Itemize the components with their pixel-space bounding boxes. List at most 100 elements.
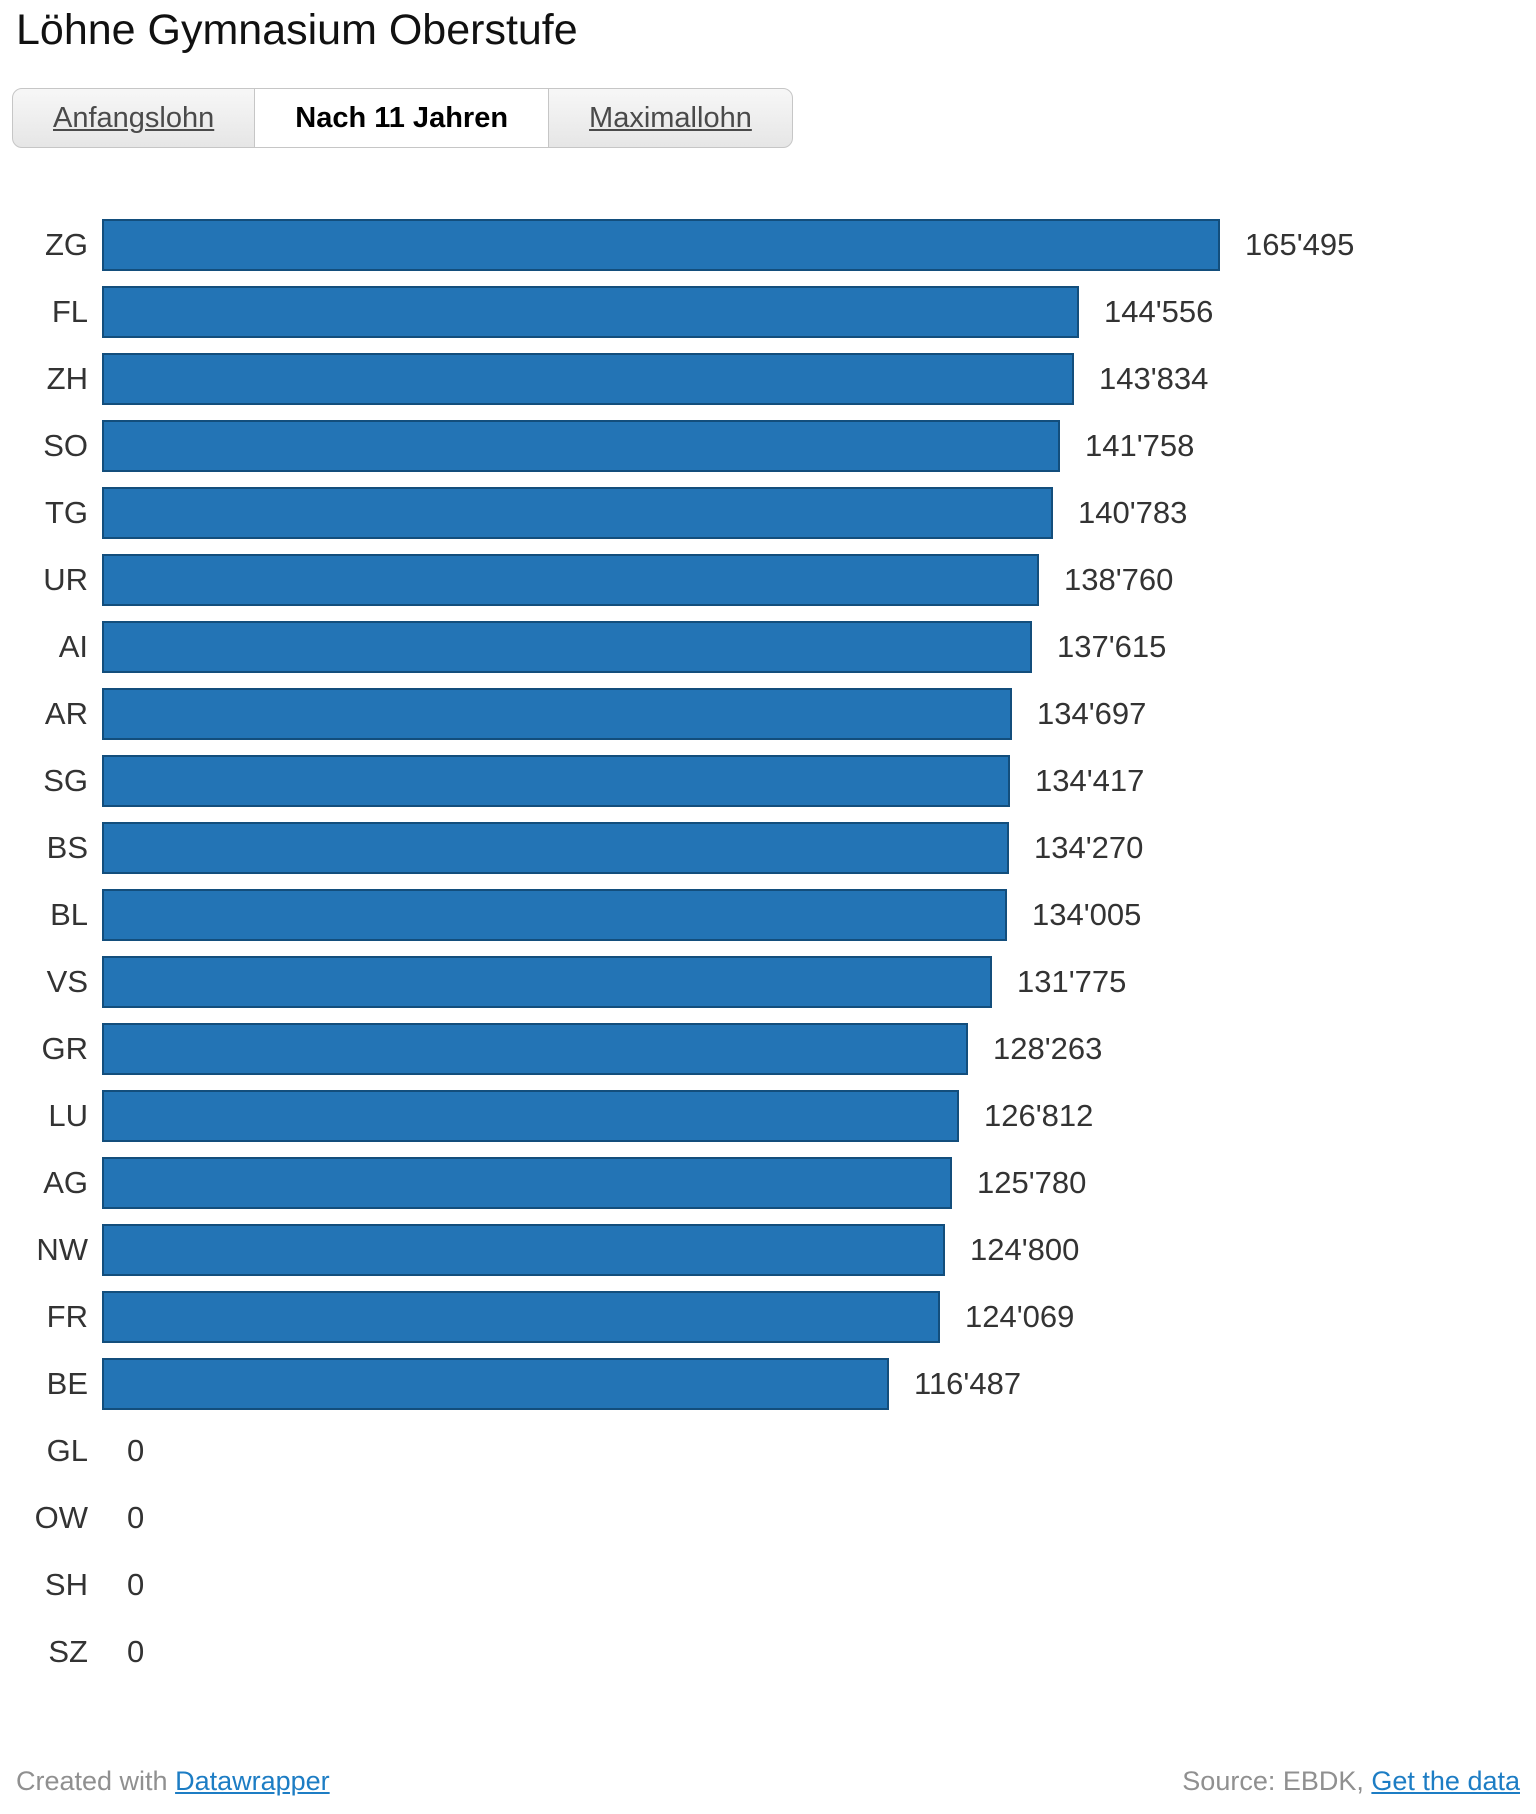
bar bbox=[102, 621, 1032, 674]
bar-row: LU 126'812 bbox=[16, 1090, 1520, 1143]
tab-group: Anfangslohn Nach 11 Jahren Maximallohn bbox=[12, 88, 793, 149]
bar-row: SO 141'758 bbox=[16, 420, 1520, 473]
category-label: NW bbox=[36, 1232, 88, 1268]
value-label: 131'775 bbox=[1017, 964, 1127, 1000]
bar-track: 131'775 bbox=[102, 956, 1520, 1009]
category-label: ZH bbox=[46, 361, 88, 397]
bar-track: 140'783 bbox=[102, 487, 1520, 540]
category-label: SG bbox=[43, 763, 88, 799]
bar-track: 128'263 bbox=[102, 1023, 1520, 1076]
bar-row: BL 134'005 bbox=[16, 889, 1520, 942]
bar bbox=[102, 554, 1039, 607]
category-label: AG bbox=[43, 1165, 88, 1201]
bar bbox=[102, 1358, 889, 1411]
bar-row: GL 0 bbox=[16, 1425, 1520, 1477]
bar-row: BE 116'487 bbox=[16, 1358, 1520, 1411]
category-label: UR bbox=[43, 562, 88, 598]
category-label: GL bbox=[46, 1433, 88, 1469]
bar-row: UR 138'760 bbox=[16, 554, 1520, 607]
bar bbox=[102, 420, 1060, 473]
footer: Created with Datawrapper Source: EBDK, G… bbox=[16, 1766, 1520, 1797]
bar bbox=[102, 1291, 940, 1344]
bar-row: TG 140'783 bbox=[16, 487, 1520, 540]
bar bbox=[102, 1090, 959, 1143]
attribution: Created with Datawrapper bbox=[16, 1766, 330, 1797]
bar-track: 165'495 bbox=[102, 219, 1520, 272]
value-label: 138'760 bbox=[1064, 562, 1174, 598]
bar-row: SH 0 bbox=[16, 1559, 1520, 1611]
tab-maximallohn-label: Maximallohn bbox=[589, 102, 752, 135]
value-label: 126'812 bbox=[984, 1098, 1094, 1134]
datawrapper-link[interactable]: Datawrapper bbox=[175, 1766, 330, 1796]
tab-nach-11-jahren-label: Nach 11 Jahren bbox=[295, 102, 509, 135]
category-label: TG bbox=[44, 495, 88, 531]
category-label: GR bbox=[41, 1031, 89, 1067]
bar bbox=[102, 755, 1010, 808]
category-label: SO bbox=[43, 428, 88, 464]
bar-track: 124'800 bbox=[102, 1224, 1520, 1277]
bar-track: 134'697 bbox=[102, 688, 1520, 741]
value-label: 128'263 bbox=[993, 1031, 1103, 1067]
bar-track: 126'812 bbox=[102, 1090, 1520, 1143]
category-label: VS bbox=[46, 964, 88, 1000]
value-label: 141'758 bbox=[1085, 428, 1195, 464]
bar-track: 144'556 bbox=[102, 286, 1520, 339]
bar-track: 116'487 bbox=[102, 1358, 1520, 1411]
bar-row: GR 128'263 bbox=[16, 1023, 1520, 1076]
bar-row: SZ 0 bbox=[16, 1626, 1520, 1678]
bar-row: BS 134'270 bbox=[16, 822, 1520, 875]
attribution-prefix: Created with bbox=[16, 1766, 176, 1796]
bar bbox=[102, 1224, 945, 1277]
bar bbox=[102, 688, 1012, 741]
bar-track: 0 bbox=[102, 1559, 1520, 1611]
bar-row: SG 134'417 bbox=[16, 755, 1520, 808]
bar bbox=[102, 1157, 952, 1210]
bar-row: AI 137'615 bbox=[16, 621, 1520, 674]
value-label: 0 bbox=[127, 1567, 145, 1603]
bar-track: 0 bbox=[102, 1425, 1520, 1477]
bar-row: VS 131'775 bbox=[16, 956, 1520, 1009]
source-prefix: Source: EBDK, bbox=[1182, 1766, 1372, 1796]
bar-track: 138'760 bbox=[102, 554, 1520, 607]
get-the-data-link[interactable]: Get the data bbox=[1371, 1766, 1520, 1796]
value-label: 124'800 bbox=[970, 1232, 1080, 1268]
bar bbox=[102, 487, 1053, 540]
bar-row: ZG 165'495 bbox=[16, 219, 1520, 272]
bar-row: NW 124'800 bbox=[16, 1224, 1520, 1277]
bar-row: OW 0 bbox=[16, 1492, 1520, 1544]
bar bbox=[102, 1023, 968, 1076]
bar-track: 141'758 bbox=[102, 420, 1520, 473]
tab-maximallohn[interactable]: Maximallohn bbox=[549, 89, 792, 147]
bar-track: 124'069 bbox=[102, 1291, 1520, 1344]
category-label: ZG bbox=[44, 227, 88, 263]
category-label: LU bbox=[48, 1098, 88, 1134]
bar-row: AG 125'780 bbox=[16, 1157, 1520, 1210]
category-label: OW bbox=[34, 1500, 88, 1536]
bar-track: 134'005 bbox=[102, 889, 1520, 942]
value-label: 137'615 bbox=[1057, 629, 1167, 665]
tab-nach-11-jahren[interactable]: Nach 11 Jahren bbox=[254, 89, 550, 148]
bar-row: AR 134'697 bbox=[16, 688, 1520, 741]
bar-track: 0 bbox=[102, 1626, 1520, 1678]
bar-track: 125'780 bbox=[102, 1157, 1520, 1210]
bar-chart: ZG 165'495 FL 144'556 ZH 143'834 SO 141'758 TG 14… bbox=[16, 219, 1520, 1678]
value-label: 0 bbox=[127, 1500, 145, 1536]
bar-row: ZH 143'834 bbox=[16, 353, 1520, 406]
value-label: 165'495 bbox=[1245, 227, 1355, 263]
category-label: FR bbox=[46, 1299, 88, 1335]
bar-track: 0 bbox=[102, 1492, 1520, 1544]
bar-track: 134'270 bbox=[102, 822, 1520, 875]
bar bbox=[102, 822, 1009, 875]
bar-row: FL 144'556 bbox=[16, 286, 1520, 339]
bar bbox=[102, 353, 1074, 406]
value-label: 116'487 bbox=[914, 1366, 1022, 1402]
value-label: 0 bbox=[127, 1634, 145, 1670]
value-label: 134'697 bbox=[1037, 696, 1147, 732]
value-label: 140'783 bbox=[1078, 495, 1188, 531]
category-label: BS bbox=[46, 830, 88, 866]
bar bbox=[102, 286, 1079, 339]
chart-title: Löhne Gymnasium Oberstufe bbox=[16, 6, 578, 54]
category-label: SZ bbox=[48, 1634, 88, 1670]
tab-anfangslohn[interactable]: Anfangslohn bbox=[13, 89, 254, 147]
